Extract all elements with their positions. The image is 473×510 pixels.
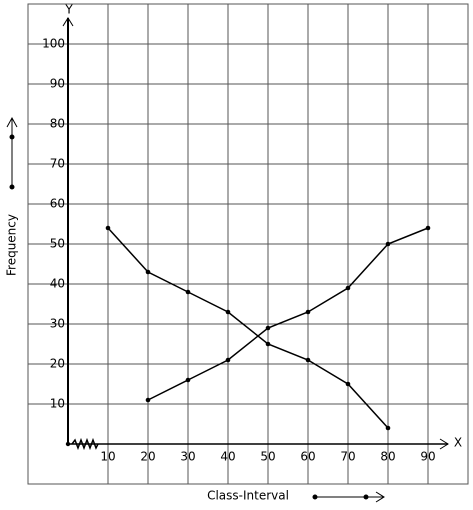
x-tick-label: 20	[140, 450, 155, 464]
y-label-arrow	[6, 116, 18, 190]
x-label-arrow	[312, 491, 385, 503]
y-tick-label: 100	[42, 37, 65, 51]
point	[185, 289, 191, 295]
y-tick-label: 50	[50, 237, 65, 251]
x-tick-label: 10	[100, 450, 115, 464]
origin-dot	[65, 441, 71, 447]
point	[345, 285, 351, 291]
point	[425, 225, 431, 231]
point	[225, 309, 231, 315]
point	[305, 309, 311, 315]
point	[105, 225, 111, 231]
point	[265, 341, 271, 347]
y-axis-arrow	[62, 17, 74, 27]
y-axis-name: Y	[64, 3, 73, 17]
point	[185, 377, 191, 383]
point	[145, 397, 151, 403]
x-tick-label: 90	[420, 450, 435, 464]
point	[345, 381, 351, 387]
x-tick-label: 60	[300, 450, 315, 464]
y-tick-label: 40	[50, 277, 65, 291]
y-tick-label: 30	[50, 317, 65, 331]
y-tick-label: 90	[50, 77, 65, 91]
x-tick-label: 80	[380, 450, 395, 464]
y-tick-label: 80	[50, 117, 65, 131]
x-tick-label: 50	[260, 450, 275, 464]
axis-break	[71, 437, 99, 451]
x-tick-label: 70	[340, 450, 355, 464]
y-tick-label: 20	[50, 357, 65, 371]
point	[225, 357, 231, 363]
y-tick-label: 60	[50, 197, 65, 211]
y-axis-label: Frequency	[5, 214, 19, 276]
y-tick-label: 70	[50, 157, 65, 171]
point	[265, 325, 271, 331]
point	[385, 241, 391, 247]
x-axis-name: X	[454, 436, 462, 450]
point	[145, 269, 151, 275]
x-tick-label: 30	[180, 450, 195, 464]
line	[107, 227, 389, 429]
x-axis-label: Class-Interval	[207, 489, 289, 503]
x-tick-label: 40	[220, 450, 235, 464]
y-tick-label: 10	[50, 397, 65, 411]
point	[305, 357, 311, 363]
x-axis-arrow	[439, 438, 449, 450]
point	[385, 425, 391, 431]
line	[147, 227, 429, 401]
